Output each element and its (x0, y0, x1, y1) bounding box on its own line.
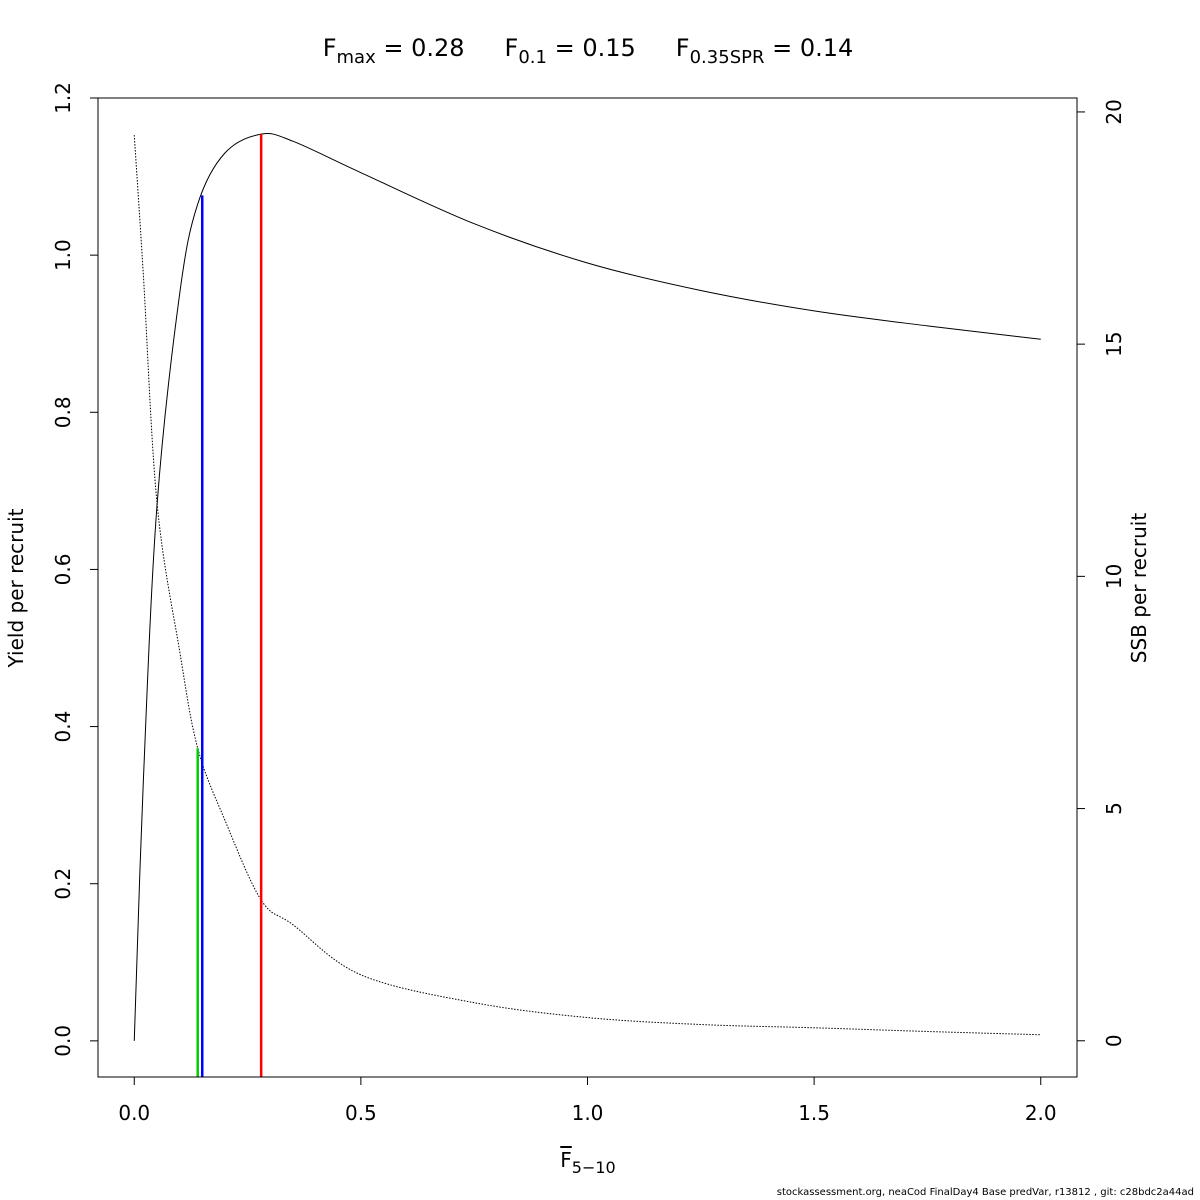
y-tick-label: 0.6 (51, 554, 75, 586)
y2-axis-label: SSB per recruit (1127, 513, 1151, 664)
y2-tick-label: 20 (1102, 99, 1126, 124)
x-tick-label: 0.5 (345, 1101, 377, 1125)
y-tick-label: 1.2 (51, 82, 75, 114)
title-symbol: F (323, 34, 337, 62)
y-tick-label: 0.4 (51, 711, 75, 743)
yield-per-recruit-line (133, 133, 1041, 1041)
x-tick-label: 0.0 (118, 1101, 150, 1125)
title-subscript: max (337, 47, 377, 68)
y-axis-label: Yield per recruit (4, 508, 28, 668)
y-tick-label: 0.0 (51, 1025, 75, 1057)
y-tick-label: 0.2 (51, 868, 75, 900)
x-tick-label: 2.0 (1025, 1101, 1057, 1125)
y-tick-label: 0.8 (51, 396, 75, 428)
y2-tick-label: 10 (1102, 564, 1126, 589)
title-symbol: F (505, 34, 519, 62)
title-value: = 0.14 (764, 34, 853, 62)
x-tick-label: 1.0 (572, 1101, 604, 1125)
ssb-per-recruit-line (133, 135, 1041, 1036)
title-symbol: F (676, 34, 690, 62)
title-subscript: 0.35SPR (690, 47, 765, 68)
y-tick-label: 1.0 (51, 239, 75, 271)
x-axis-label: F5−10 (560, 1148, 615, 1177)
title-value: = 0.28 (376, 34, 465, 62)
xlabel-symbol: F (560, 1148, 572, 1172)
y2-tick-label: 15 (1102, 331, 1126, 356)
chart-title: Fmax = 0.28 F0.1 = 0.15 F0.35SPR = 0.14 (323, 34, 854, 68)
x-tick-label: 1.5 (798, 1101, 830, 1125)
y2-tick-label: 0 (1102, 1034, 1126, 1047)
xlabel-subscript: 5−10 (572, 1158, 616, 1177)
title-value: = 0.15 (547, 34, 636, 62)
y2-tick-label: 5 (1102, 802, 1126, 815)
plot-frame (97, 97, 1078, 1078)
title-subscript: 0.1 (518, 47, 547, 68)
footer-caption: stockassessment.org, neaCod FinalDay4 Ba… (776, 1187, 1194, 1198)
